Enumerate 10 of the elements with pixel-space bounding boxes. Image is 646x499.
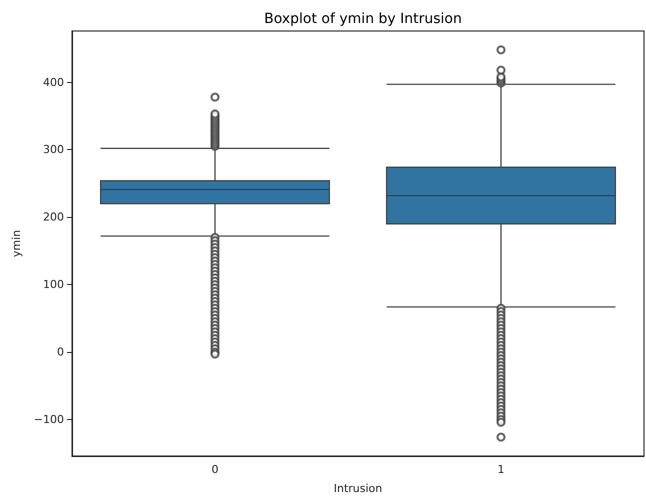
- y-tick-label: 0: [57, 346, 64, 359]
- y-tick-label: 300: [43, 143, 64, 156]
- x-tick-label: 1: [498, 463, 504, 476]
- y-axis-title: ymin: [10, 230, 23, 258]
- y-tick-label: 200: [43, 210, 64, 224]
- chart-title: Boxplot of ymin by Intrusion: [264, 11, 462, 27]
- x-axis-title: Intrusion: [334, 482, 382, 495]
- y-tick-label: 100: [43, 278, 64, 292]
- y-tick-label: −100: [34, 413, 64, 426]
- y-tick-label: 400: [43, 76, 64, 89]
